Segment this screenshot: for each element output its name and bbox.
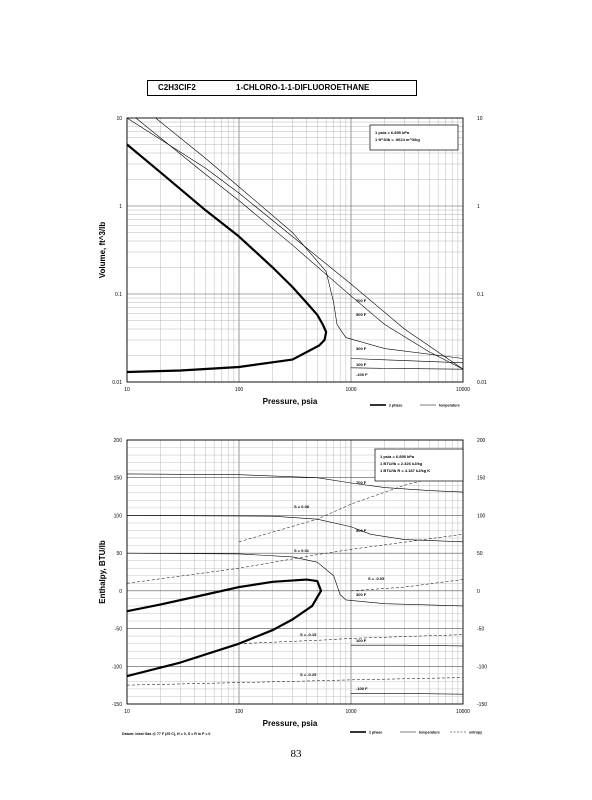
y-tick-label: 100 xyxy=(114,513,123,519)
plot-frame xyxy=(126,439,464,705)
annotation-label: S = -0.25 xyxy=(300,672,317,677)
y-tick-label: -50 xyxy=(115,627,122,633)
y-tick-label: 0.01 xyxy=(112,380,122,386)
y-tick-label-right: 0.01 xyxy=(477,380,487,386)
x-tick-label: 1000 xyxy=(345,387,356,393)
y-tick-label-right: -50 xyxy=(477,627,484,633)
series-line-700F xyxy=(126,473,464,493)
chemical-name: 1-CHLORO-1-1-DIFLUOROETHANE xyxy=(236,83,370,92)
y-tick-label: 50 xyxy=(116,551,122,557)
annotation-label: 300 F xyxy=(356,346,367,351)
x-tick-label: 1000 xyxy=(345,709,356,715)
x-tick-label: 10 xyxy=(124,709,130,715)
conversion-line: 1 ft^3/lb = .0624 m^3/kg xyxy=(375,137,420,142)
conversion-box-frame xyxy=(369,124,459,151)
series-line-2phase xyxy=(126,143,328,374)
annotation-label: 500 F xyxy=(356,528,367,533)
y-tick-label-right: 50 xyxy=(477,551,483,557)
series-line-500F xyxy=(135,117,464,370)
grid xyxy=(126,118,463,383)
y-tick-label-right: 1 xyxy=(477,204,480,210)
y-tick-label: 150 xyxy=(114,476,123,482)
y-tick-label: 10 xyxy=(116,116,122,122)
y-axis-label: Volume, ft^3/lb xyxy=(98,222,107,279)
y-tick-label-right: -100 xyxy=(477,664,487,670)
series-line-100F xyxy=(350,358,464,364)
annotation-label: -100 F xyxy=(356,686,368,691)
y-tick-label-right: 0.1 xyxy=(477,292,484,298)
y-tick-label: 1 xyxy=(119,204,122,210)
legend-entry: 2 phase xyxy=(369,731,382,735)
series-line-500F xyxy=(126,515,464,543)
y-tick-label-right: 0 xyxy=(477,589,480,595)
legend-entry: 2 phase xyxy=(389,404,402,408)
annotation-label: 700 F xyxy=(356,480,367,485)
y-tick-label-right: 200 xyxy=(477,438,486,444)
x-tick-label: 100 xyxy=(235,387,244,393)
chart-1: 10 100 1000 100001010.10.011010.10.01Pressu… xyxy=(98,116,487,408)
x-tick-label: 10 xyxy=(124,387,130,393)
series-line--100F xyxy=(350,367,464,370)
legend-entry: temperature xyxy=(419,731,440,735)
series-line-2phase xyxy=(126,578,323,678)
legend: 2 phase temperature xyxy=(370,404,460,408)
legend-entry: entropy xyxy=(469,731,482,735)
y-tick-label: 200 xyxy=(114,438,123,444)
series-line-S-0.05 xyxy=(350,579,464,592)
series-line--100F xyxy=(351,693,464,695)
conversion-line: 1 psia = 6.895 kPa xyxy=(375,130,410,135)
annotation-label: 100 F xyxy=(356,638,367,643)
chart-2: 10 100 1000 10000200150100500-50-100-150200… xyxy=(98,438,487,736)
series-line-300F xyxy=(155,117,464,359)
conversion-line: 1 BTU/lb = 2.326 kJ/kg xyxy=(380,461,423,466)
y-tick-label: -150 xyxy=(112,702,122,708)
y-tick-label: 0 xyxy=(119,589,122,595)
y-tick-label: 0.1 xyxy=(115,292,122,298)
annotation-label: S = -0.15 xyxy=(300,632,317,637)
x-axis-label: Pressure, psia xyxy=(263,397,318,406)
y-tick-label-right: 150 xyxy=(477,476,486,482)
y-tick-label-right: 10 xyxy=(477,116,483,122)
series-line-S0.01 xyxy=(126,534,464,584)
annotation-label: 700 F xyxy=(356,298,367,303)
y-tick-label-right: 100 xyxy=(477,513,486,519)
page-number: 83 xyxy=(290,748,302,760)
conversion-box: 1 psia = 6.895 kPa 1 ft^3/lb = .0624 m^3/… xyxy=(369,124,459,151)
plot-frame xyxy=(126,117,464,383)
x-tick-label: 10000 xyxy=(456,387,470,393)
annotation-label: 300 F xyxy=(356,592,367,597)
series-line-300F xyxy=(126,552,464,607)
y-tick-label: -100 xyxy=(112,664,122,670)
annotation-label: -100 F xyxy=(356,372,368,377)
y-axis-label: Enthalpy, BTU/lb xyxy=(98,540,107,604)
series-line-100F xyxy=(351,644,464,647)
annotation-label: 100 F xyxy=(356,362,367,367)
x-tick-label: 100 xyxy=(235,709,244,715)
legend-entry: temperature xyxy=(439,404,460,408)
annotation-label: S = -0.05 xyxy=(368,576,385,581)
conversion-box-frame xyxy=(374,448,464,482)
conversion-line: 1 psia = 6.895 kPa xyxy=(380,454,415,459)
series-line-700F xyxy=(126,117,464,370)
x-tick-label: 10000 xyxy=(456,709,470,715)
legend: 2 phase temperature entropy xyxy=(350,731,482,735)
conversion-box: 1 psia = 6.895 kPa 1 BTU/lb = 2.326 kJ/kg… xyxy=(374,448,464,482)
chart-title-box: C2H3ClF2 1-CHLORO-1-1-DIFLUOROETHANE xyxy=(147,80,417,96)
chemical-formula: C2H3ClF2 xyxy=(158,83,196,92)
series-line-S-0.25 xyxy=(126,677,464,686)
x-axis-label: Pressure, psia xyxy=(263,719,318,728)
y-tick-label-right: -150 xyxy=(477,702,487,708)
annotation-label: S = 0.08 xyxy=(294,504,310,509)
conversion-line: 1 BTU/lb R = 4.187 kJ/kg K xyxy=(380,468,430,473)
annotation-label: S = 0.01 xyxy=(294,548,310,553)
datum-note: Datum: Ideal Gas @ 77 F (25 C), H = 0, S… xyxy=(122,732,210,736)
annotation-label: 500 F xyxy=(356,312,367,317)
